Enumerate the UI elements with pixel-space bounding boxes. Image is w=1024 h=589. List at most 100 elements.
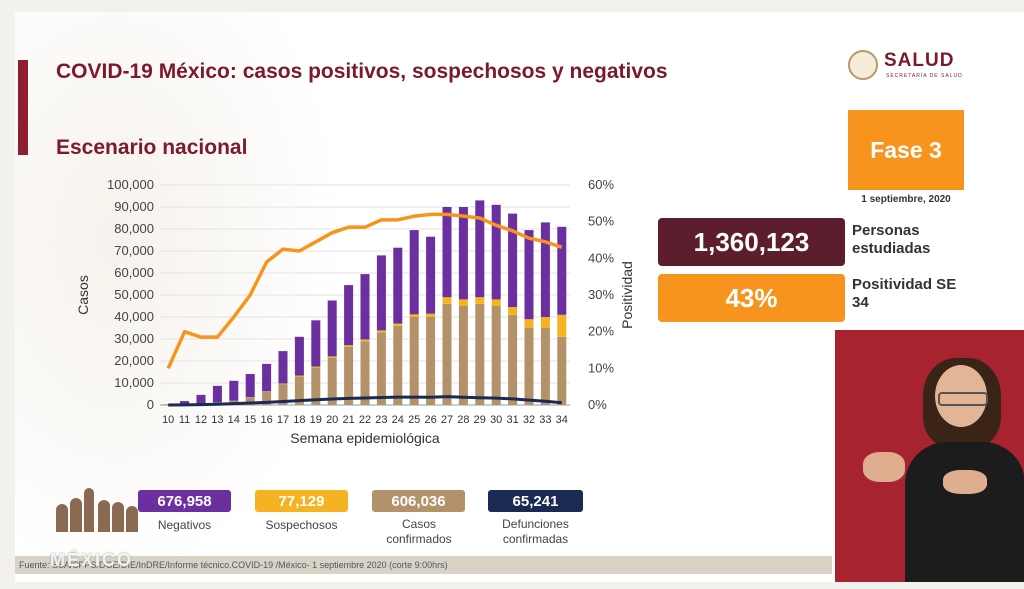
sign-language-interpreter bbox=[835, 330, 1024, 582]
legend-confirmados-value: 606,036 bbox=[372, 490, 465, 512]
legend-negativos-label: Negativos bbox=[157, 518, 212, 532]
bar-casos-confirmados bbox=[458, 306, 468, 405]
y2-tick-label: 60% bbox=[588, 177, 614, 192]
legend-sospechosos-value: 77,129 bbox=[255, 490, 348, 512]
bar-sospechosos bbox=[557, 314, 567, 337]
bar-sospechosos bbox=[393, 323, 403, 326]
heroes-illustration bbox=[52, 488, 138, 532]
positivity-value: 43% bbox=[658, 274, 845, 322]
bar-sospechosos bbox=[344, 345, 354, 347]
legend-sospechosos-label: Sospechosos bbox=[265, 518, 338, 532]
bar-negativos bbox=[508, 213, 518, 308]
bar-sospechosos bbox=[475, 297, 485, 304]
x-tick-label: 21 bbox=[342, 414, 354, 426]
bar-sospechosos bbox=[458, 299, 468, 306]
bar-casos-confirmados bbox=[508, 314, 518, 405]
bar-negativos bbox=[426, 236, 436, 314]
bar-negativos bbox=[327, 300, 337, 357]
y2-tick-label: 20% bbox=[588, 324, 614, 339]
x-tick-label: 32 bbox=[523, 414, 535, 426]
bar-sospechosos bbox=[311, 366, 321, 368]
legend-defunciones-value: 65,241 bbox=[488, 490, 583, 512]
bar-casos-confirmados bbox=[344, 346, 354, 405]
bar-casos-confirmados bbox=[294, 376, 304, 405]
salud-logo-icon bbox=[848, 50, 878, 80]
bar-negativos bbox=[294, 336, 304, 376]
bar-sospechosos bbox=[327, 356, 337, 358]
bar-negativos bbox=[376, 255, 386, 331]
bar-sospechosos bbox=[491, 299, 501, 306]
hand-icon bbox=[943, 470, 987, 494]
line-defunciones-confirmadas bbox=[168, 395, 562, 407]
page-subtitle: Escenario nacional bbox=[56, 136, 248, 159]
bar-casos-confirmados bbox=[442, 303, 452, 405]
legend-confirmados-label: Casos confirmados bbox=[386, 517, 452, 546]
bar-negativos bbox=[344, 285, 354, 346]
bar-casos-confirmados bbox=[262, 391, 272, 405]
x-tick-label: 28 bbox=[457, 414, 469, 426]
line-positividad bbox=[166, 212, 563, 370]
y-tick-label: 80,000 bbox=[114, 221, 154, 236]
report-date: 1 septiembre, 2020 bbox=[861, 194, 951, 205]
interpreter-head bbox=[935, 365, 987, 427]
bar-casos-confirmados bbox=[557, 336, 567, 405]
title-accent-bar bbox=[18, 60, 28, 155]
bar-casos-confirmados bbox=[409, 317, 419, 405]
bar-negativos bbox=[212, 385, 222, 403]
watermark: MÉXICO bbox=[50, 550, 134, 570]
bar-sospechosos bbox=[540, 317, 550, 328]
bar-sospechosos bbox=[360, 339, 370, 342]
y-axis-label: Casos bbox=[75, 275, 91, 315]
bar-negativos bbox=[557, 226, 567, 315]
bar-sospechosos bbox=[442, 297, 452, 304]
interpreter-body bbox=[905, 442, 1024, 582]
bar-negativos bbox=[540, 222, 550, 317]
x-tick-label: 24 bbox=[392, 414, 404, 426]
positivity-label: Positividad SE 34 bbox=[852, 276, 957, 311]
x-tick-label: 11 bbox=[179, 414, 190, 426]
y-tick-label: 30,000 bbox=[114, 331, 154, 346]
y2-tick-label: 10% bbox=[588, 360, 614, 375]
decorative-pattern bbox=[15, 12, 345, 582]
x-tick-label: 17 bbox=[277, 414, 289, 426]
y2-tick-label: 40% bbox=[588, 250, 614, 265]
y2-tick-label: 0% bbox=[588, 397, 607, 412]
bar-negativos bbox=[409, 230, 419, 315]
bar-casos-confirmados bbox=[376, 332, 386, 405]
source-footer: Fuente: SSA/SPPS/DGE/DIE/InDRE/Informe t… bbox=[15, 556, 832, 574]
page-title: COVID-19 México: casos positivos, sospec… bbox=[56, 60, 668, 83]
bar-negativos bbox=[311, 320, 321, 367]
x-tick-label: 18 bbox=[293, 414, 305, 426]
bar-negativos bbox=[360, 274, 370, 340]
x-tick-label: 14 bbox=[228, 414, 240, 426]
phase-badge: Fase 3 bbox=[848, 110, 964, 190]
y-tick-label: 50,000 bbox=[114, 287, 154, 302]
bar-sospechosos bbox=[508, 307, 518, 315]
x-tick-label: 16 bbox=[260, 414, 272, 426]
x-tick-label: 31 bbox=[506, 414, 518, 426]
legend-negativos-value: 676,958 bbox=[138, 490, 231, 512]
y-tick-label: 90,000 bbox=[114, 199, 154, 214]
studied-count: 1,360,123 bbox=[658, 218, 845, 266]
bar-sospechosos bbox=[426, 313, 436, 317]
y-tick-label: 10,000 bbox=[114, 375, 154, 390]
cases-chart: 0 10,000 20,000 30,000 40,000 50,000 60,000 70,… bbox=[75, 177, 635, 446]
bar-sospechosos bbox=[409, 314, 419, 317]
bar-casos-confirmados bbox=[475, 303, 485, 405]
x-tick-label: 29 bbox=[474, 414, 486, 426]
bar-sospechosos bbox=[376, 330, 386, 333]
y2-axis-label: Positividad bbox=[619, 261, 635, 329]
bar-casos-confirmados bbox=[524, 328, 534, 405]
bar-casos-confirmados bbox=[311, 367, 321, 405]
bar-casos-confirmados bbox=[245, 397, 255, 405]
bar-casos-confirmados bbox=[540, 328, 550, 405]
bar-negativos bbox=[442, 207, 452, 298]
x-tick-label: 10 bbox=[162, 414, 174, 426]
y-tick-label: 40,000 bbox=[114, 309, 154, 324]
x-tick-label: 23 bbox=[375, 414, 387, 426]
x-tick-label: 27 bbox=[441, 414, 453, 426]
bar-negativos bbox=[196, 394, 206, 404]
y-tick-label: 20,000 bbox=[114, 353, 154, 368]
bar-negativos bbox=[475, 200, 485, 298]
x-tick-label: 34 bbox=[556, 414, 568, 426]
